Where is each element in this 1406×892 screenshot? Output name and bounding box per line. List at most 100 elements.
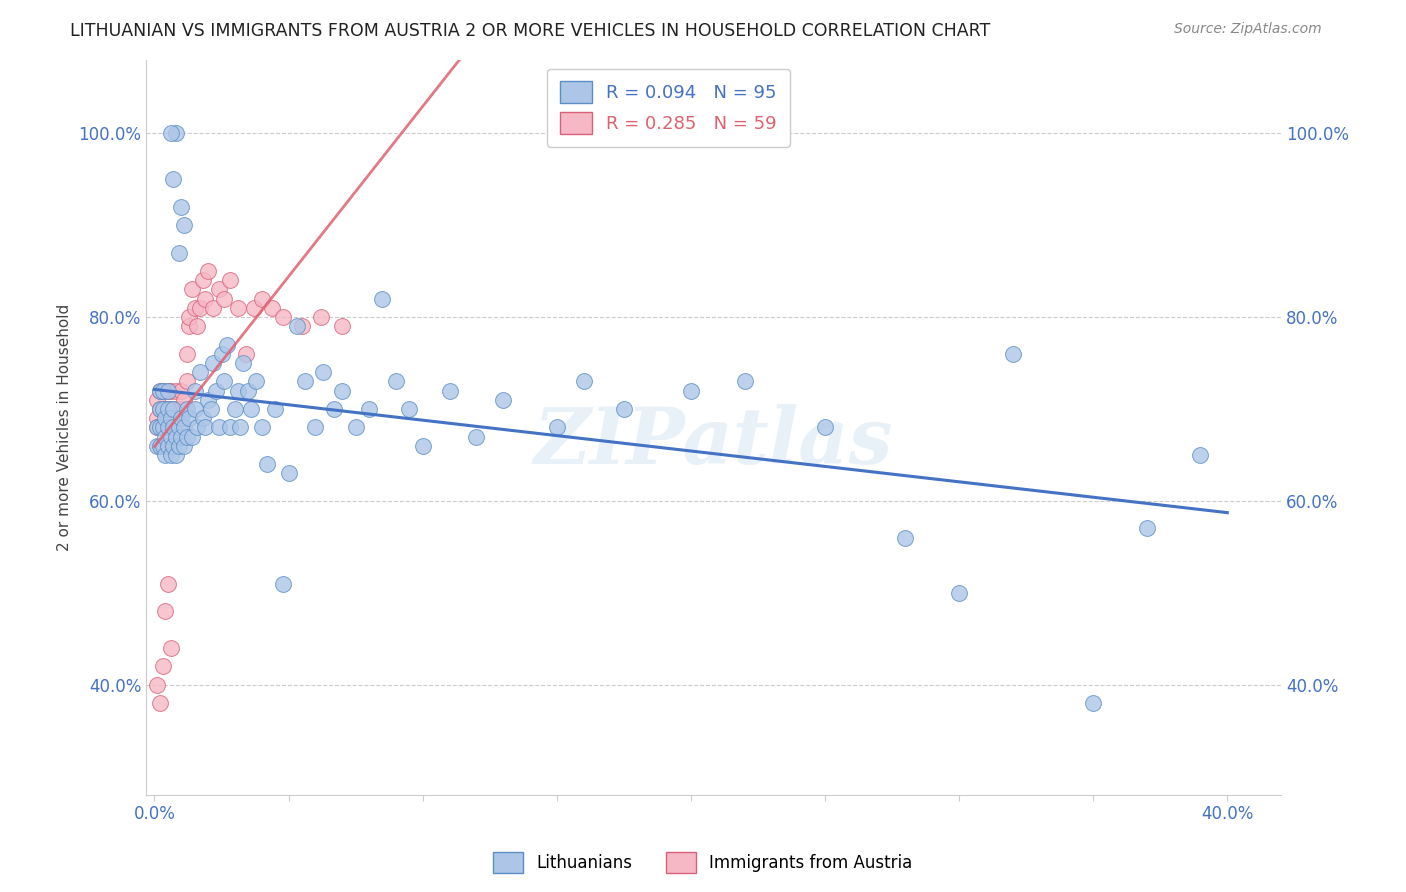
Point <box>250 420 273 434</box>
Point <box>309 310 332 324</box>
Point <box>312 365 335 379</box>
Point <box>235 347 257 361</box>
Point <box>156 439 179 453</box>
Point <box>165 448 187 462</box>
Point <box>264 401 287 416</box>
Point <box>146 392 169 407</box>
Y-axis label: 2 or more Vehicles in Household: 2 or more Vehicles in Household <box>58 303 72 551</box>
Point <box>208 420 231 434</box>
Point <box>176 375 198 389</box>
Point <box>218 420 240 434</box>
Point <box>165 420 187 434</box>
Point <box>294 375 316 389</box>
Point <box>149 439 172 453</box>
Legend: R = 0.094   N = 95, R = 0.285   N = 59: R = 0.094 N = 95, R = 0.285 N = 59 <box>547 69 790 147</box>
Point <box>162 439 184 453</box>
Point <box>153 448 176 462</box>
Point <box>212 375 235 389</box>
Point <box>212 292 235 306</box>
Point <box>291 319 314 334</box>
Point <box>159 640 181 655</box>
Point <box>149 401 172 416</box>
Point <box>146 678 169 692</box>
Point <box>179 411 201 425</box>
Point <box>170 411 193 425</box>
Point <box>159 439 181 453</box>
Point <box>250 292 273 306</box>
Point <box>152 420 174 434</box>
Point <box>238 384 260 398</box>
Point <box>492 392 515 407</box>
Point <box>159 429 181 443</box>
Point <box>183 301 205 315</box>
Point <box>170 200 193 214</box>
Point <box>232 356 254 370</box>
Point <box>181 282 204 296</box>
Point <box>245 375 267 389</box>
Point <box>330 384 353 398</box>
Point <box>156 384 179 398</box>
Point <box>165 126 187 140</box>
Point <box>162 401 184 416</box>
Point <box>194 420 217 434</box>
Point <box>159 126 181 140</box>
Point <box>240 401 263 416</box>
Point <box>149 439 172 453</box>
Point <box>1136 521 1159 535</box>
Point <box>218 273 240 287</box>
Point <box>156 439 179 453</box>
Point <box>371 292 394 306</box>
Point <box>412 439 434 453</box>
Point <box>186 319 208 334</box>
Point <box>149 420 172 434</box>
Point <box>202 356 225 370</box>
Point <box>153 439 176 453</box>
Point <box>156 401 179 416</box>
Point <box>181 429 204 443</box>
Point <box>211 347 233 361</box>
Point <box>613 401 636 416</box>
Point <box>1083 696 1105 710</box>
Point <box>146 439 169 453</box>
Point <box>146 420 169 434</box>
Point <box>271 576 294 591</box>
Point <box>176 401 198 416</box>
Point <box>152 384 174 398</box>
Point <box>229 420 252 434</box>
Point <box>162 420 184 434</box>
Point <box>197 264 219 278</box>
Point <box>159 401 181 416</box>
Point <box>162 172 184 186</box>
Point <box>200 401 222 416</box>
Point <box>152 401 174 416</box>
Point <box>439 384 461 398</box>
Point <box>173 420 195 434</box>
Point <box>159 384 181 398</box>
Point <box>167 420 190 434</box>
Point <box>572 375 595 389</box>
Point <box>208 282 231 296</box>
Legend: Lithuanians, Immigrants from Austria: Lithuanians, Immigrants from Austria <box>486 846 920 880</box>
Point <box>398 401 420 416</box>
Point <box>170 401 193 416</box>
Point <box>1001 347 1024 361</box>
Point <box>176 347 198 361</box>
Point <box>465 429 488 443</box>
Point <box>176 429 198 443</box>
Point <box>153 411 176 425</box>
Point <box>149 384 172 398</box>
Point <box>894 531 917 545</box>
Point <box>153 420 176 434</box>
Point <box>191 411 214 425</box>
Point <box>162 439 184 453</box>
Point <box>159 420 181 434</box>
Point <box>226 301 249 315</box>
Point <box>357 401 380 416</box>
Point <box>202 301 225 315</box>
Point <box>152 659 174 673</box>
Point <box>183 401 205 416</box>
Point <box>224 401 246 416</box>
Text: Source: ZipAtlas.com: Source: ZipAtlas.com <box>1174 22 1322 37</box>
Point <box>188 365 211 379</box>
Point <box>256 457 278 471</box>
